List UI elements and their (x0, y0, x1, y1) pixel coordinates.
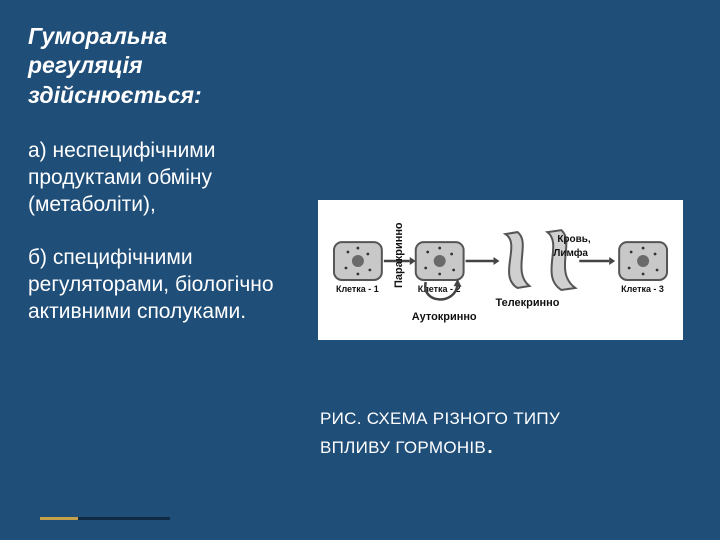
cell-1: Клетка - 1 (334, 242, 382, 294)
lymph-label: Лимфа (553, 248, 588, 259)
hormone-signaling-diagram: Клетка - 1 Клетка - 2 Паракринно Аутокри… (326, 206, 675, 334)
vessel-1 (505, 232, 529, 288)
figure-caption: РИС. СХЕМА РІЗНОГО ТИПУ ВПЛИВУ ГОРМОНІВ. (320, 405, 650, 463)
accent-gold (40, 517, 78, 520)
blood-label: Кровь, (557, 234, 591, 245)
cell-3-label: Клетка - 3 (621, 284, 664, 294)
arrow-c2-vessel (466, 257, 500, 265)
item-b: б) специфічними регуляторами, біологічно… (28, 245, 288, 326)
caption-line1: РИС. СХЕМА РІЗНОГО ТИПУ (320, 409, 560, 428)
item-a: а) неспецифічними продуктами обміну (мет… (28, 138, 288, 219)
autocrine-label: Аутокринно (412, 311, 477, 323)
cell-3: Клетка - 3 (619, 242, 667, 294)
caption-line2: ВПЛИВУ ГОРМОНІВ (320, 438, 486, 457)
caption-dot: . (486, 428, 494, 459)
figure-panel: Клетка - 1 Клетка - 2 Паракринно Аутокри… (318, 200, 683, 340)
slide-title: Гуморальна регуляція здійснюється: (28, 22, 288, 110)
paracrine-label: Паракринно (393, 222, 405, 288)
accent-bar (40, 517, 170, 520)
telecrine-label: Телекринно (496, 297, 560, 309)
cell-1-label: Клетка - 1 (336, 284, 379, 294)
